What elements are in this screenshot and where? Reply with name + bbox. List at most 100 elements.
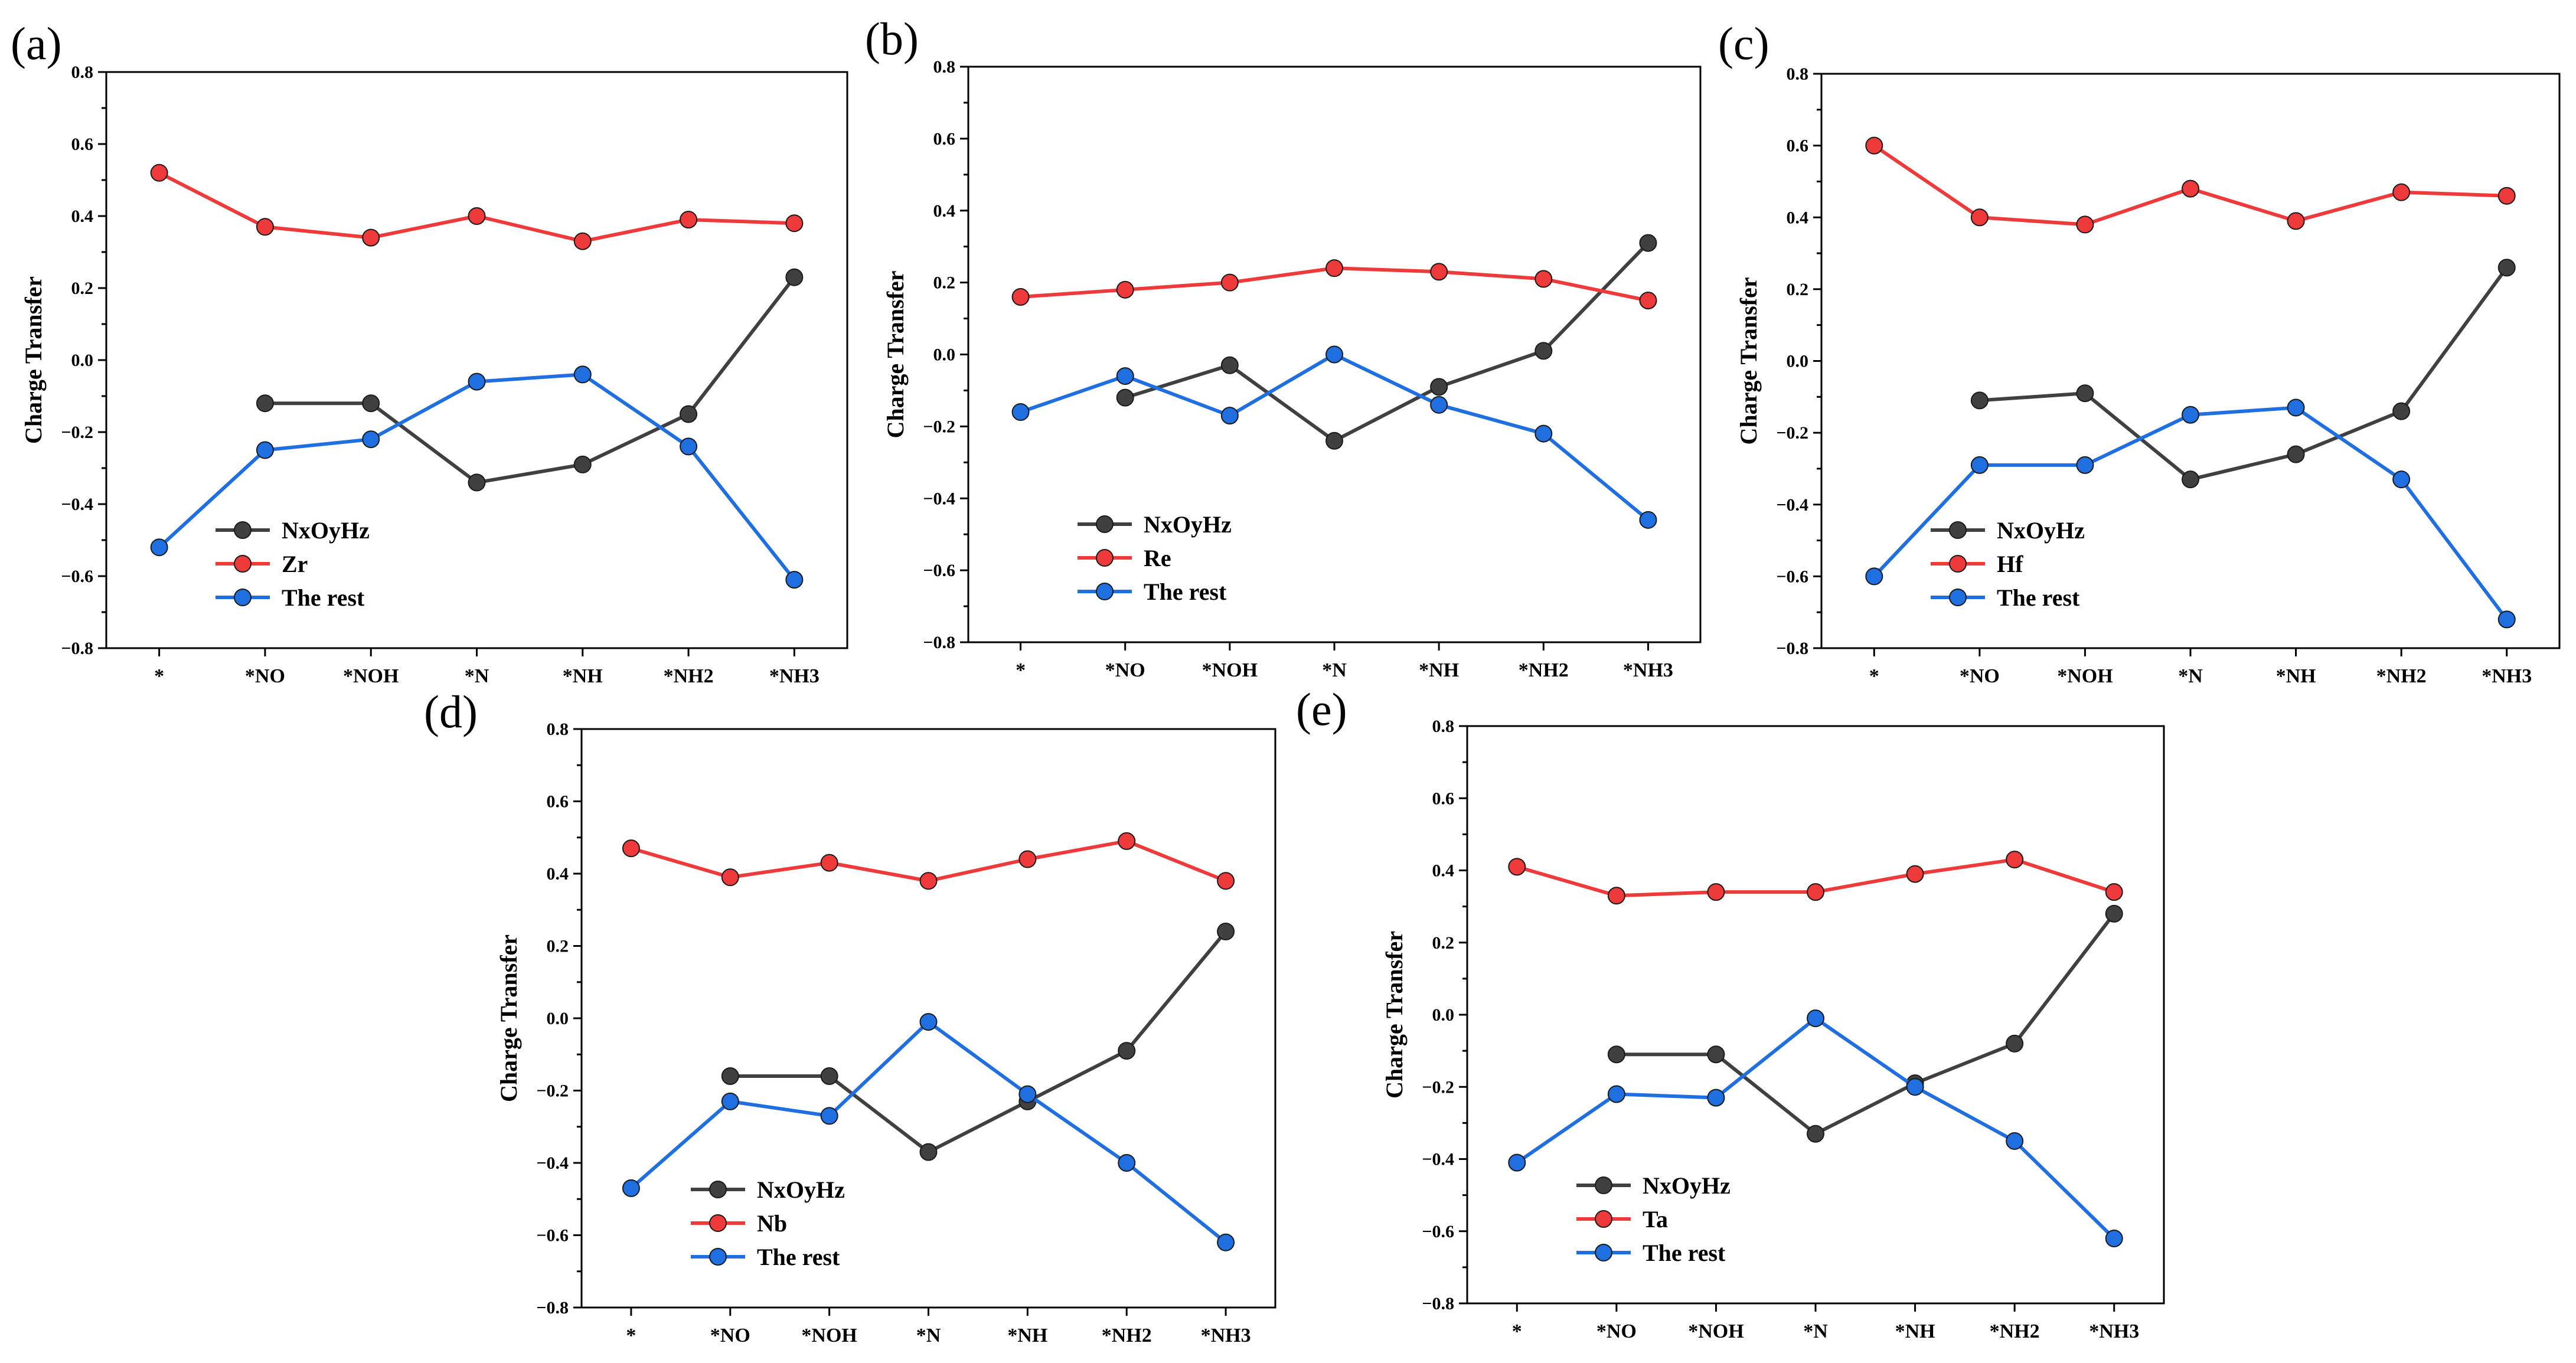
x-tick-label: *N [916, 1325, 941, 1346]
legend-marker-nxoyhz [1949, 521, 1967, 539]
legend-marker-nxoyhz [709, 1181, 727, 1198]
data-point-metal [256, 218, 274, 236]
legend-label-rest: The rest [1643, 1240, 1726, 1266]
data-point-rest [1535, 424, 1553, 443]
y-tick-label: 0.8 [1432, 717, 1455, 736]
data-point-metal [2182, 179, 2199, 198]
legend: NxOyHz Nb The rest [691, 1176, 845, 1270]
x-tick-label: *N [2178, 665, 2203, 687]
data-point-metal [1220, 273, 1239, 292]
data-point-rest [2497, 610, 2516, 629]
y-tick-label: −0.6 [923, 561, 955, 580]
y-tick-label: 0.0 [1787, 352, 1809, 371]
series-line-rest [1873, 406, 2509, 621]
data-point-nxoyhz [2006, 1034, 2024, 1053]
x-tick-label: *NH3 [769, 665, 820, 687]
data-point-metal [919, 872, 938, 890]
legend-marker-rest [1096, 583, 1114, 600]
data-point-nxoyhz [1325, 432, 1343, 450]
legend-label-nxoyhz: NxOyHz [282, 517, 370, 544]
x-tick-label: *NO [245, 665, 285, 687]
data-point-rest [362, 430, 380, 449]
x-tick-label: *NH [1007, 1325, 1047, 1346]
data-point-rest [622, 1179, 640, 1197]
data-point-metal [2105, 883, 2123, 901]
data-point-metal [721, 868, 739, 887]
data-point-nxoyhz [1707, 1045, 1725, 1064]
data-point-metal [1217, 872, 1235, 890]
x-tick-label: *N [465, 665, 489, 687]
x-tick-label: * [1512, 1320, 1522, 1342]
data-point-nxoyhz [1535, 342, 1553, 360]
data-point-rest [820, 1107, 838, 1125]
data-point-metal [1807, 883, 1824, 901]
data-point-metal [820, 854, 838, 872]
data-point-rest [150, 538, 168, 557]
y-tick-label: 0.4 [547, 864, 569, 884]
panel-label: (d) [424, 686, 478, 737]
data-point-nxoyhz [256, 394, 274, 413]
y-tick-label: −0.8 [1422, 1294, 1454, 1313]
x-tick-label: *N [1322, 659, 1347, 681]
y-tick-label: −0.6 [61, 567, 93, 586]
y-axis-label: Charge Transfer [20, 276, 47, 444]
data-point-rest [1011, 403, 1030, 421]
x-tick-label: *NH2 [1102, 1325, 1152, 1346]
data-point-rest [2006, 1132, 2024, 1150]
data-point-nxoyhz [362, 394, 380, 413]
y-tick-label: 0.0 [933, 345, 956, 365]
legend-marker-nxoyhz [1096, 515, 1114, 533]
data-point-nxoyhz [2105, 904, 2123, 923]
data-point-rest [2392, 470, 2411, 489]
data-point-metal [1535, 270, 1553, 288]
y-tick-label: −0.2 [61, 423, 93, 442]
chart-c: 0.8 0.6 0.4 0.2 0.0 −0.2 −0.4 −0.6 −0.8 * *NO *NOH *… [1718, 18, 2561, 687]
data-point-nxoyhz [1220, 356, 1239, 374]
data-point-rest [1906, 1078, 1924, 1096]
data-point-rest [1607, 1085, 1625, 1103]
data-point-metal [468, 207, 486, 225]
legend-label-metal: Re [1144, 545, 1171, 571]
legend: NxOyHz Ta The rest [1576, 1172, 1731, 1266]
data-point-rest [1639, 511, 1657, 529]
x-tick-label: *NH3 [2482, 665, 2532, 687]
y-tick-label: 0.0 [547, 1009, 569, 1028]
x-tick-label: *NO [1105, 659, 1145, 681]
y-tick-label: −0.2 [923, 417, 955, 436]
chart-a: 0.8 0.6 0.4 0.2 0.0 −0.2 −0.4 −0.6 −0.8 * *NO *NOH *… [11, 18, 848, 687]
data-point-nxoyhz [468, 473, 486, 492]
data-point-metal [622, 839, 640, 858]
data-point-rest [1807, 1009, 1824, 1028]
legend: NxOyHz Re The rest [1078, 511, 1232, 605]
data-point-rest [2182, 406, 2199, 424]
x-tick-label: *NOH [1688, 1320, 1744, 1342]
legend-label-metal: Hf [1997, 551, 2023, 577]
data-point-metal [573, 232, 592, 250]
data-point-metal [1325, 259, 1343, 277]
data-point-rest [1116, 367, 1134, 385]
data-point-rest [919, 1013, 938, 1031]
legend-marker-metal [1096, 549, 1114, 567]
x-tick-label: * [1869, 665, 1879, 687]
data-point-rest [1220, 407, 1239, 425]
legend-label-nxoyhz: NxOyHz [1997, 517, 2085, 544]
data-point-metal [1118, 832, 1136, 850]
legend-marker-nxoyhz [1595, 1176, 1612, 1194]
y-tick-label: −0.2 [1776, 423, 1808, 443]
data-point-nxoyhz [1217, 923, 1235, 940]
legend-marker-metal [1595, 1210, 1612, 1228]
legend-label-metal: Ta [1643, 1206, 1668, 1233]
series-line-rest [629, 1020, 1227, 1244]
y-tick-label: 0.4 [1432, 861, 1455, 881]
data-point-metal [1011, 288, 1030, 306]
data-point-rest [2105, 1229, 2123, 1247]
y-tick-label: 0.2 [547, 937, 569, 956]
y-tick-label: 0.4 [1787, 208, 1809, 227]
y-tick-label: 0.2 [71, 279, 94, 298]
x-tick-label: *NH3 [1201, 1325, 1251, 1346]
y-axis-label: Charge Transfer [882, 270, 909, 438]
y-tick-label: −0.4 [536, 1153, 569, 1173]
data-point-rest [785, 571, 804, 589]
data-point-nxoyhz [1116, 388, 1134, 407]
data-point-metal [1430, 263, 1448, 281]
